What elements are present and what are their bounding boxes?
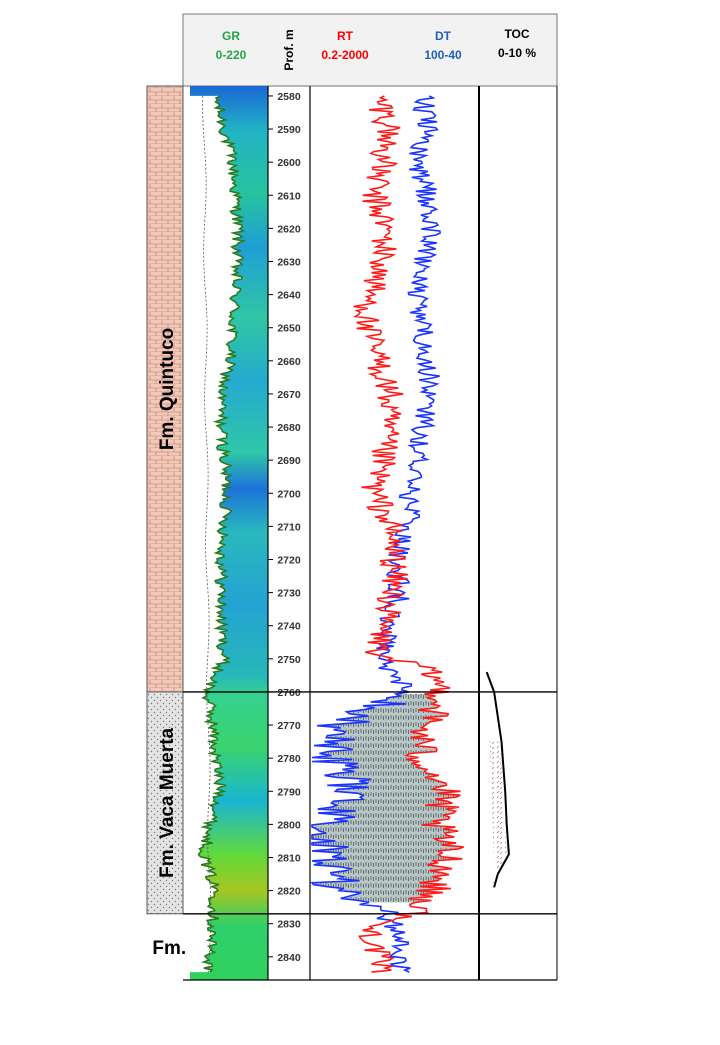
- toc-header-range: 0-10 %: [498, 46, 536, 60]
- depth-tick-label-2: 2600: [277, 157, 301, 169]
- depth-tick-label-22: 2800: [277, 819, 301, 831]
- depth-tick-label-18: 2760: [277, 687, 301, 699]
- depth-tick-label-19: 2770: [277, 720, 301, 732]
- dt-header-range: 100-40: [424, 48, 462, 62]
- depth-tick-label-0: 2580: [277, 91, 301, 103]
- depth-track: 2580 2590 2600 2610 2620 2630 2640 2650 2660 2670…: [268, 86, 311, 980]
- depth-tick-label-6: 2640: [277, 290, 301, 302]
- toc-header-name: TOC: [504, 27, 529, 41]
- depth-tick-label-7: 2650: [277, 323, 301, 335]
- depth-tick-label-8: 2660: [277, 356, 301, 368]
- gr-header-name: GR: [222, 29, 240, 43]
- formation-box-1: [146, 691, 184, 915]
- depth-tick-label-17: 2750: [277, 654, 301, 666]
- depth-tick-label-20: 2780: [277, 753, 301, 765]
- gr-track: [190, 86, 269, 980]
- formation-label-1: Fm. Vaca Muerta: [157, 727, 178, 877]
- depth-tick-label-12: 2700: [277, 488, 301, 500]
- vaca-muerta-crossover-fill: [312, 693, 464, 903]
- depth-tick-label-21: 2790: [277, 786, 301, 798]
- depth-tick-label-15: 2730: [277, 588, 301, 600]
- dt-header-name: DT: [435, 29, 452, 43]
- depth-tick-label-9: 2670: [277, 389, 301, 401]
- depth-tick-label-13: 2710: [277, 521, 301, 533]
- depth-header-label: Prof. m: [282, 29, 296, 70]
- header-band: [182, 13, 558, 87]
- depth-tick-label-5: 2630: [277, 256, 301, 268]
- formation-label-0: Fm. Quintuco: [157, 328, 178, 450]
- rt-curve: [353, 95, 465, 973]
- dt-curve: [310, 95, 441, 973]
- depth-tick-label-10: 2680: [277, 422, 301, 434]
- rt-header-name: RT: [337, 29, 354, 43]
- depth-tick-label-11: 2690: [277, 455, 301, 467]
- depth-tick-label-24: 2820: [277, 886, 301, 898]
- formation-box-0: [146, 85, 184, 693]
- gr-header-range: 0-220: [216, 48, 247, 62]
- depth-tick-label-25: 2830: [277, 919, 301, 931]
- depth-tick-label-26: 2840: [277, 952, 301, 964]
- depth-tick-label-23: 2810: [277, 852, 301, 864]
- depth-tick-label-14: 2720: [277, 554, 301, 566]
- depth-tick-label-3: 2610: [277, 190, 301, 202]
- depth-tick-label-1: 2590: [277, 124, 301, 136]
- gr-curve: [197, 95, 247, 973]
- rt-dt-track: [310, 86, 480, 980]
- toc-fill: [489, 741, 507, 888]
- toc-track: [485, 86, 558, 980]
- depth-tick-label-16: 2740: [277, 621, 301, 633]
- rt-header-range: 0.2-2000: [321, 48, 369, 62]
- depth-tick-label-4: 2620: [277, 223, 301, 235]
- toc-curve: [485, 671, 510, 888]
